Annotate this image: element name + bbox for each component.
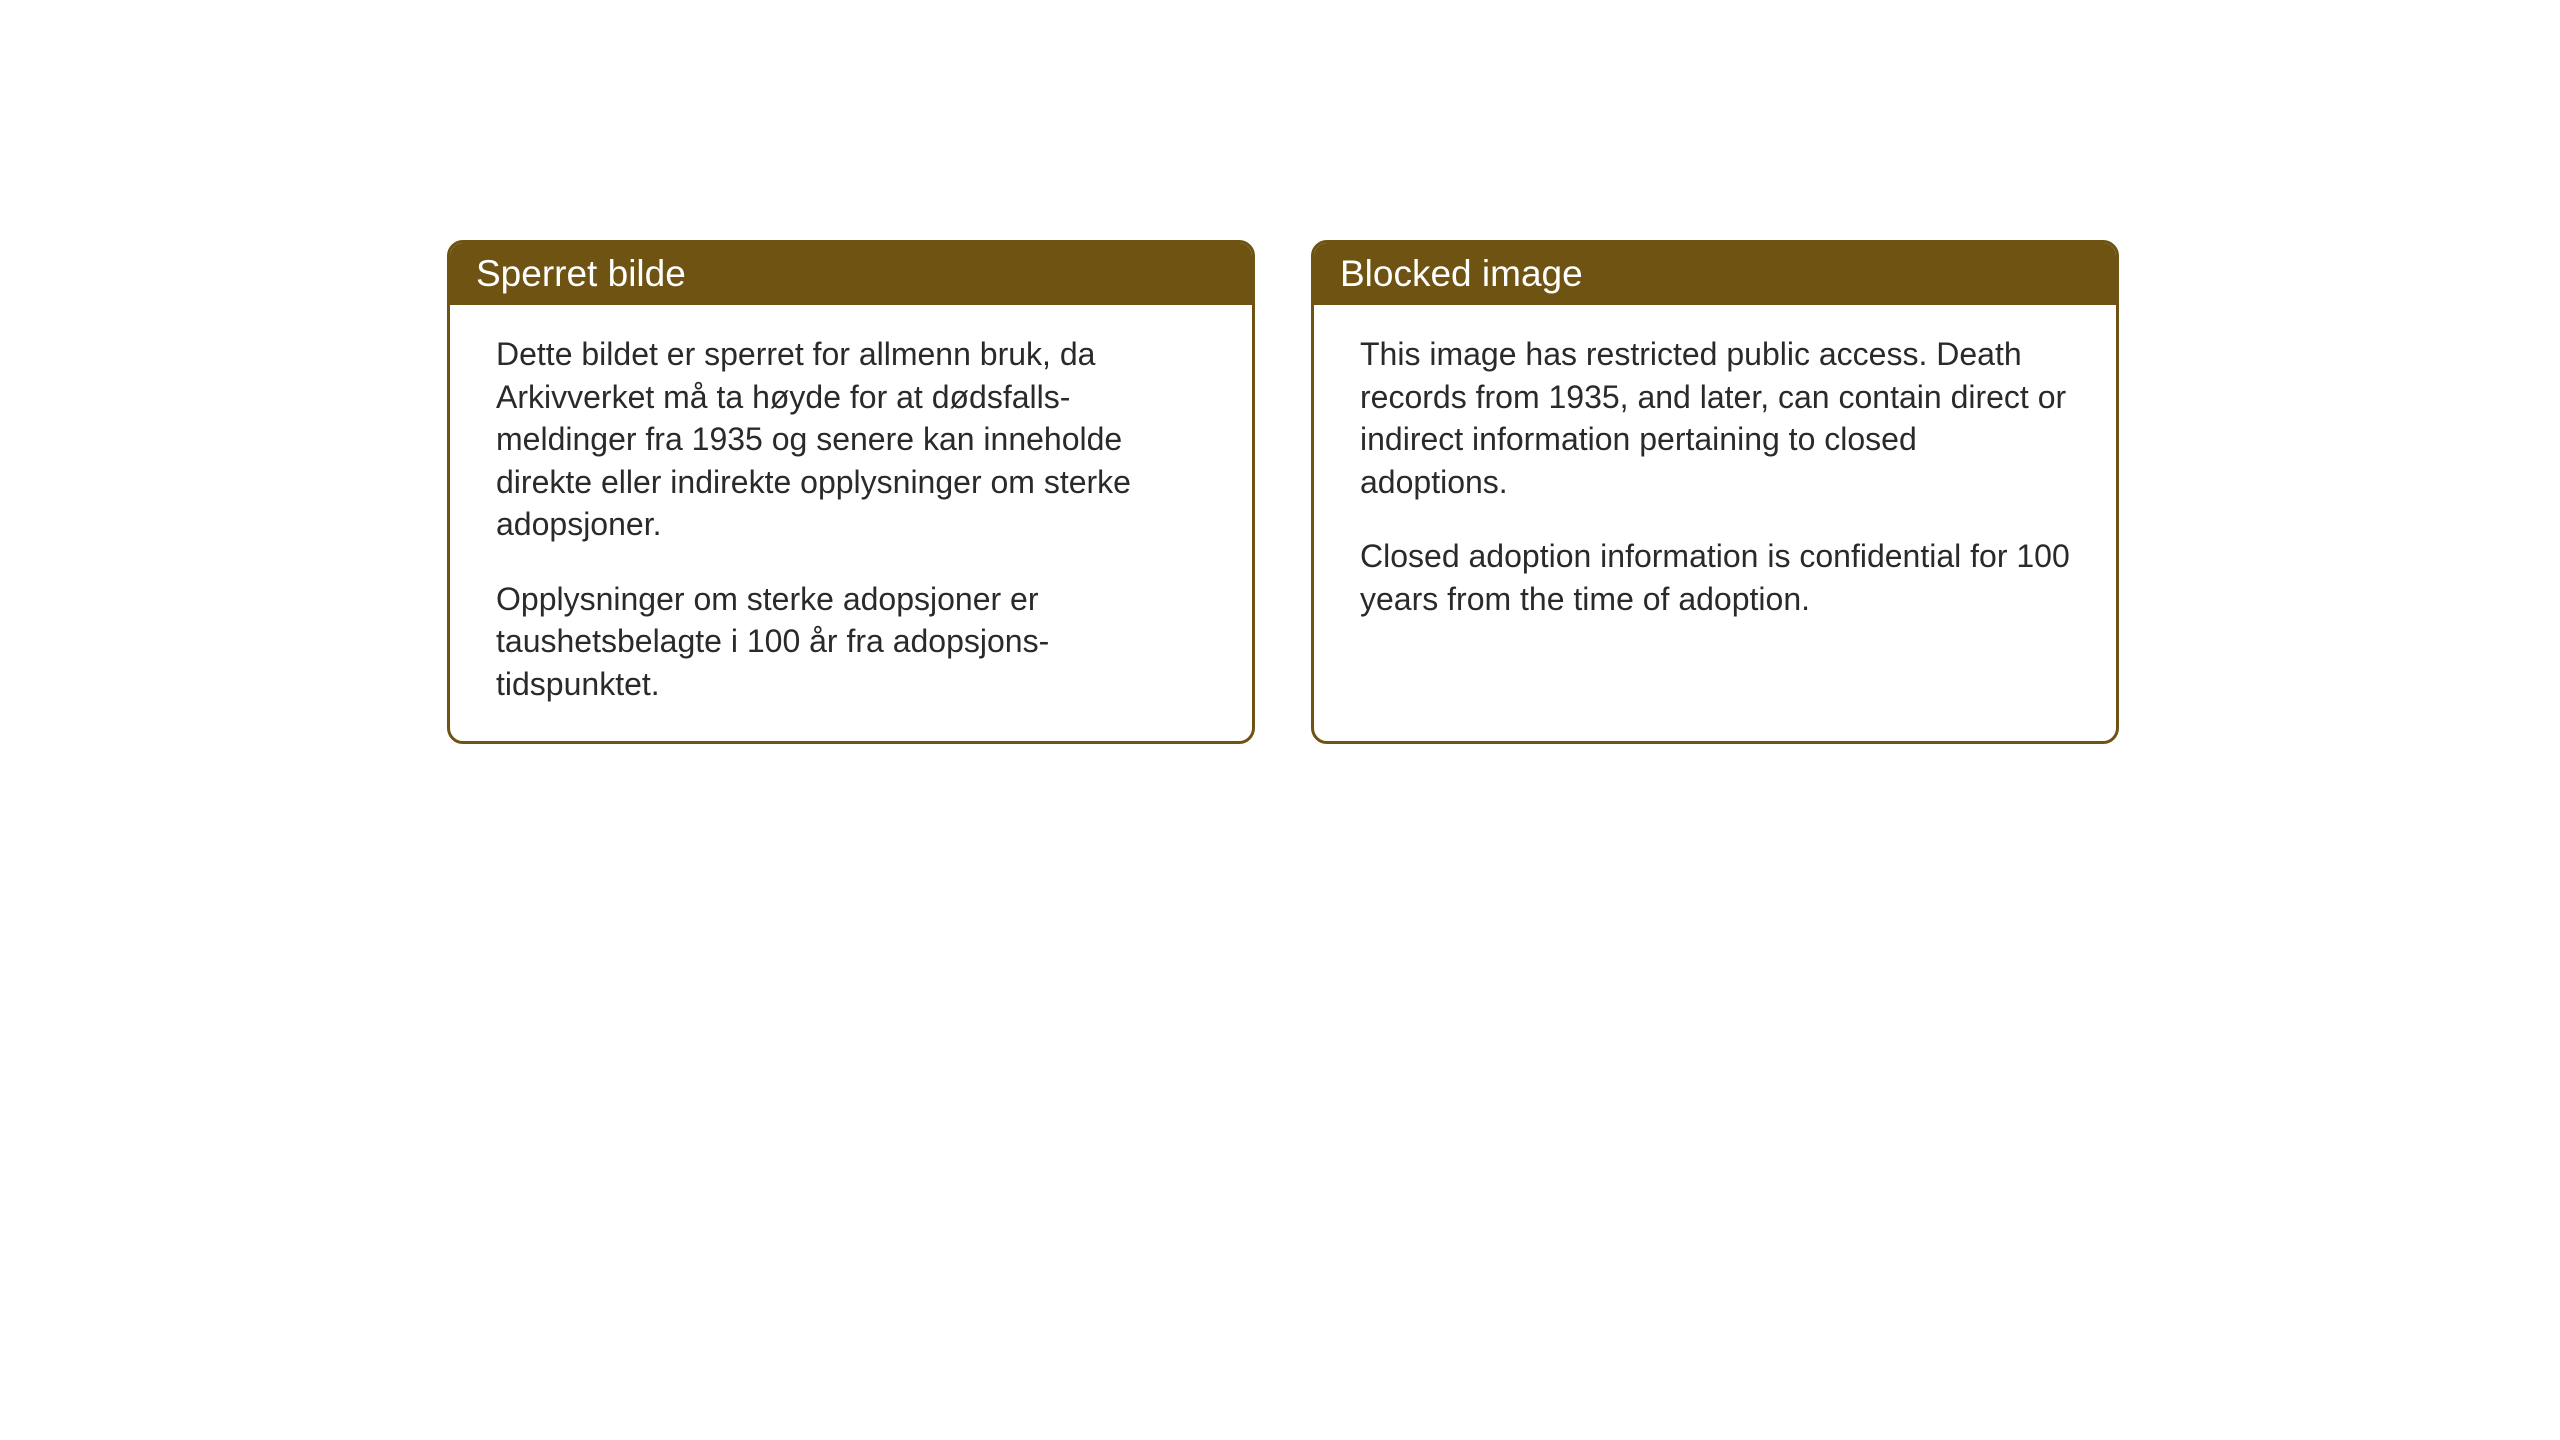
- notice-container: Sperret bilde Dette bildet er sperret fo…: [447, 240, 2119, 744]
- notice-header-norwegian: Sperret bilde: [450, 243, 1252, 305]
- notice-paragraph-2-norwegian: Opplysninger om sterke adopsjoner er tau…: [496, 578, 1206, 706]
- notice-paragraph-1-english: This image has restricted public access.…: [1360, 333, 2070, 503]
- notice-header-english: Blocked image: [1314, 243, 2116, 305]
- notice-title-norwegian: Sperret bilde: [476, 253, 686, 294]
- notice-body-english: This image has restricted public access.…: [1314, 305, 2116, 701]
- notice-title-english: Blocked image: [1340, 253, 1583, 294]
- notice-body-norwegian: Dette bildet er sperret for allmenn bruk…: [450, 305, 1252, 741]
- notice-paragraph-1-norwegian: Dette bildet er sperret for allmenn bruk…: [496, 333, 1206, 546]
- notice-box-norwegian: Sperret bilde Dette bildet er sperret fo…: [447, 240, 1255, 744]
- notice-box-english: Blocked image This image has restricted …: [1311, 240, 2119, 744]
- notice-paragraph-2-english: Closed adoption information is confident…: [1360, 535, 2070, 620]
